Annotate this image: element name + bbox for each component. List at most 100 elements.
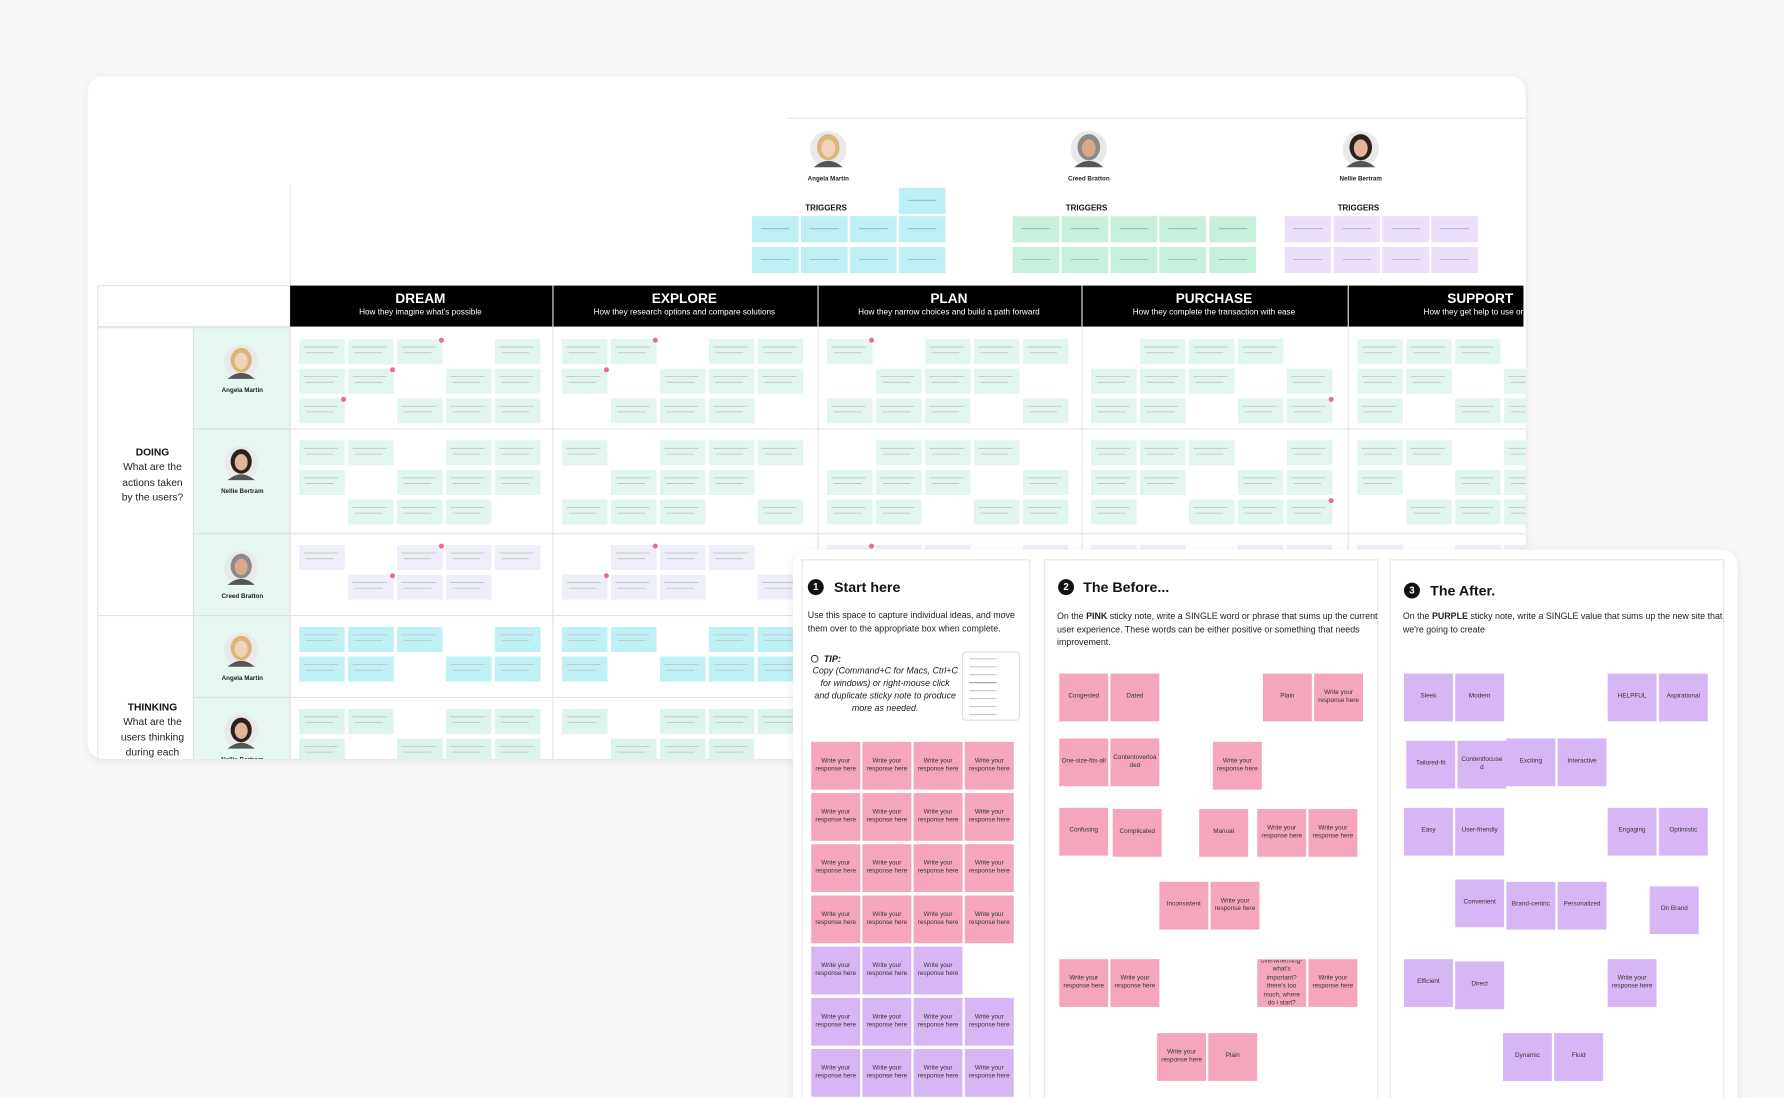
stage-subtitle: How they research options and compare so… xyxy=(594,308,776,317)
sticky-note xyxy=(1257,959,1307,1007)
sticky-note xyxy=(1157,1033,1207,1081)
sticky-note xyxy=(1455,879,1505,928)
sticky-note-text: Write your response here xyxy=(1216,757,1258,773)
sticky-note-text: Write your response here xyxy=(1261,824,1303,840)
map-note xyxy=(708,708,755,734)
map-note xyxy=(1406,368,1452,394)
map-note xyxy=(973,368,1020,394)
map-note xyxy=(924,339,971,365)
stage-title: EXPLORE xyxy=(652,291,717,306)
sticky-note-text: Write your response here xyxy=(866,1013,908,1029)
header-corner xyxy=(97,285,291,328)
stage-subtitle: How they imagine what's possible xyxy=(359,308,482,317)
sticky-note-text-box: Write your response here xyxy=(918,860,959,875)
sticky-note-text: Write your response here xyxy=(866,910,908,927)
sticky-note-text: Write your response here xyxy=(866,757,908,773)
map-note xyxy=(708,738,755,759)
map-note xyxy=(446,440,492,466)
map-note xyxy=(446,398,492,424)
map-note xyxy=(1286,368,1333,394)
trigger-note xyxy=(1333,246,1381,274)
vote-dot xyxy=(438,337,444,343)
map-note xyxy=(494,708,541,734)
sticky-note-text-box: Write your response here xyxy=(1318,689,1359,704)
sticky-note xyxy=(1457,740,1507,789)
map-note xyxy=(924,398,971,424)
trigger-note xyxy=(1061,216,1109,243)
avatar-face xyxy=(234,454,248,471)
trigger-note xyxy=(1110,216,1158,243)
sticky-note xyxy=(1159,881,1209,930)
trigger-note xyxy=(898,216,946,243)
sticky-note-text-box: Efficient xyxy=(1417,979,1440,986)
sticky-note xyxy=(1210,881,1260,930)
sticky-note-text-box: Write your response here xyxy=(918,962,959,977)
map-note xyxy=(659,499,706,525)
map-note xyxy=(708,398,755,424)
vote-dot xyxy=(390,573,396,579)
sticky-note xyxy=(862,997,912,1046)
map-note xyxy=(299,656,345,682)
map-note xyxy=(446,499,492,525)
row-title: THINKING xyxy=(128,702,177,713)
map-note xyxy=(446,469,492,495)
sticky-note-text: Write your response here xyxy=(968,1013,1010,1029)
map-note xyxy=(348,339,394,365)
map-note xyxy=(659,469,706,495)
sticky-note-text-box: Write your response here xyxy=(918,911,959,926)
sticky-note xyxy=(964,997,1014,1046)
sticky-note-text: Confusing xyxy=(1069,827,1099,835)
trigger-note xyxy=(1431,216,1478,243)
sticky-note-text-box: Plain xyxy=(1226,1053,1240,1060)
sticky-note-text: Write your response here xyxy=(1063,974,1105,990)
trigger-note xyxy=(1012,246,1060,274)
map-note xyxy=(494,339,541,365)
triggers-label: TRIGGERS xyxy=(805,203,847,212)
map-note xyxy=(610,626,657,652)
row-question-box: What are the actions taken by the users? xyxy=(122,461,183,503)
map-note xyxy=(494,545,541,571)
sticky-note-text-box: On Brand xyxy=(1661,906,1688,913)
sticky-note xyxy=(913,741,963,790)
sticky-note-text-box: Sleek xyxy=(1420,693,1436,700)
sticky-note-text-box: Interactive xyxy=(1567,758,1596,765)
sticky-note xyxy=(862,895,912,944)
map-note xyxy=(348,368,394,394)
sticky-note-text: Write your response here xyxy=(866,808,908,824)
sticky-note xyxy=(1199,808,1249,857)
map-note xyxy=(397,469,443,495)
avatar-body xyxy=(227,578,255,585)
sticky-note-text-box: Write your response here xyxy=(815,1013,856,1028)
map-note xyxy=(397,499,443,525)
map-note xyxy=(659,440,706,466)
trigger-note xyxy=(1284,246,1332,274)
trigger-note xyxy=(1284,216,1332,243)
sticky-note xyxy=(862,741,912,790)
map-note xyxy=(708,545,755,571)
sticky-note xyxy=(1262,673,1312,722)
sticky-note xyxy=(862,793,912,841)
panel-title: The After. xyxy=(1430,583,1495,599)
sticky-note xyxy=(1308,959,1358,1007)
map-note xyxy=(1406,499,1452,525)
vote-dot xyxy=(869,337,875,343)
triggers-label: TRIGGERS xyxy=(1066,203,1108,212)
vote-dot xyxy=(341,396,347,402)
map-note xyxy=(446,738,492,759)
sticky-note xyxy=(1059,673,1109,722)
map-note xyxy=(494,626,541,652)
map-note xyxy=(659,708,706,734)
map-note xyxy=(494,656,541,682)
sticky-note xyxy=(1110,673,1160,722)
sticky-note-text: Write your response here xyxy=(866,859,908,875)
avatar-face xyxy=(234,640,248,658)
text-run: PINK xyxy=(1086,611,1108,622)
sticky-note-text: Write your response here xyxy=(866,1064,908,1080)
sticky-note xyxy=(811,997,861,1046)
map-note xyxy=(610,738,657,759)
map-note xyxy=(299,738,345,759)
map-note xyxy=(299,398,345,424)
persona-name: Nellie Bertram xyxy=(221,757,264,764)
map-note xyxy=(610,499,657,525)
map-note xyxy=(562,708,608,734)
